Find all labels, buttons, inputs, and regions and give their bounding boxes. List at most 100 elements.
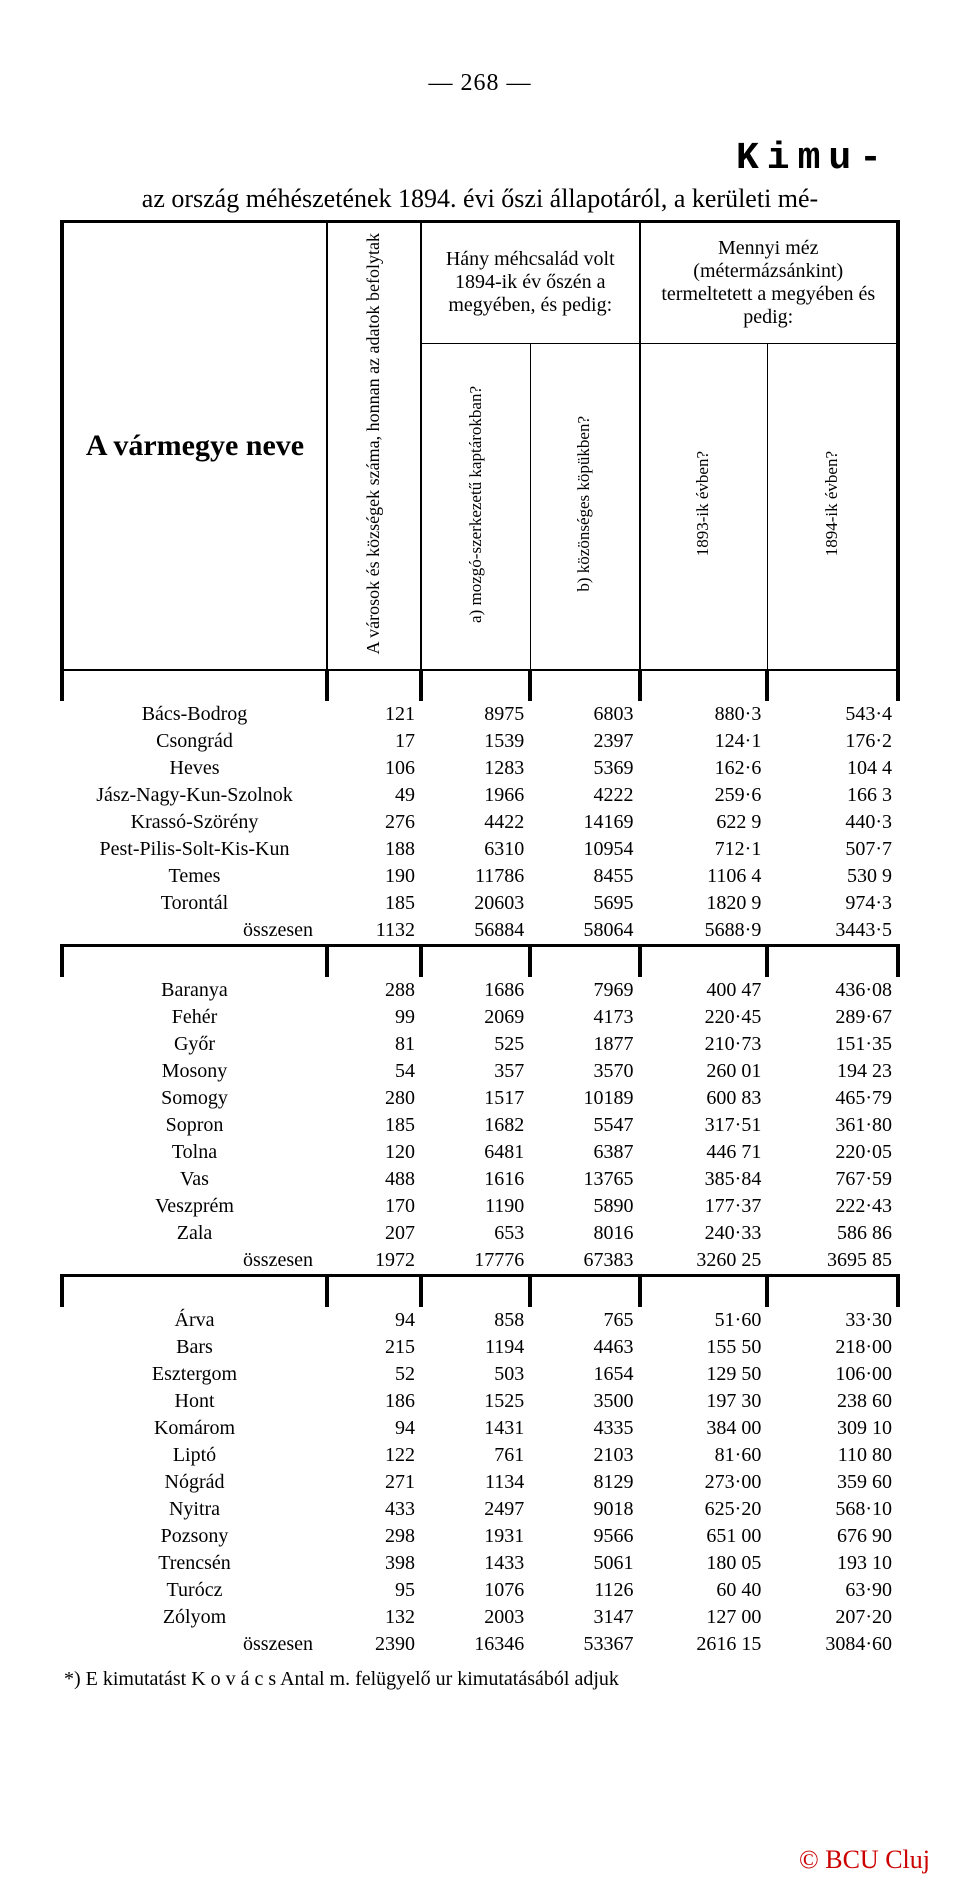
settlement-count: 52 xyxy=(327,1361,421,1388)
header-hives-group: Hány méhcsalád volt 1894-ik év őszén a m… xyxy=(421,222,640,344)
hives-movable: 1283 xyxy=(421,755,530,782)
hives-movable: 1433 xyxy=(421,1550,530,1577)
hives-common: 4335 xyxy=(530,1415,639,1442)
total-label: összesen xyxy=(62,1247,327,1276)
header-honey-group: Mennyi méz (métermázsánkint) termeltetet… xyxy=(640,222,899,344)
settlement-count: 94 xyxy=(327,1415,421,1442)
header-county: A vármegye neve xyxy=(62,222,327,671)
settlement-count: 120 xyxy=(327,1139,421,1166)
hives-common: 5695 xyxy=(530,890,639,917)
hives-movable: 1525 xyxy=(421,1388,530,1415)
subtitle: az ország méhészetének 1894. évi őszi ál… xyxy=(60,184,900,214)
honey-1894: 309 10 xyxy=(767,1415,898,1442)
honey-1893: 880·3 xyxy=(640,701,768,728)
honey-1894: 33·30 xyxy=(767,1307,898,1334)
total-hives-common: 53367 xyxy=(530,1631,639,1658)
settlement-count: 185 xyxy=(327,1112,421,1139)
hives-movable: 1134 xyxy=(421,1469,530,1496)
honey-1894: 507·7 xyxy=(767,836,898,863)
page: — 268 — Kimu- az ország méhészetének 189… xyxy=(0,0,960,1895)
hives-movable: 1966 xyxy=(421,782,530,809)
county-name: Hont xyxy=(62,1388,327,1415)
hives-common: 7969 xyxy=(530,977,639,1004)
honey-1894: 218·00 xyxy=(767,1334,898,1361)
total-honey-1893: 2616 15 xyxy=(640,1631,768,1658)
honey-1894: 289·67 xyxy=(767,1004,898,1031)
settlement-count: 207 xyxy=(327,1220,421,1247)
total-honey-1894: 3443·5 xyxy=(767,917,898,946)
county-name: Pozsony xyxy=(62,1523,327,1550)
hives-movable: 858 xyxy=(421,1307,530,1334)
hives-common: 4173 xyxy=(530,1004,639,1031)
honey-1894: 436·08 xyxy=(767,977,898,1004)
hives-movable: 357 xyxy=(421,1058,530,1085)
county-name: Baranya xyxy=(62,977,327,1004)
total-hives-movable: 16346 xyxy=(421,1631,530,1658)
hives-common: 6387 xyxy=(530,1139,639,1166)
honey-1893: 210·73 xyxy=(640,1031,768,1058)
honey-1894: 361·80 xyxy=(767,1112,898,1139)
settlement-count: 99 xyxy=(327,1004,421,1031)
settlement-count: 488 xyxy=(327,1166,421,1193)
county-name: Esztergom xyxy=(62,1361,327,1388)
county-name: Árva xyxy=(62,1307,327,1334)
hives-movable: 8975 xyxy=(421,701,530,728)
settlement-count: 186 xyxy=(327,1388,421,1415)
settlement-count: 106 xyxy=(327,755,421,782)
hives-common: 5890 xyxy=(530,1193,639,1220)
honey-1894: 106·00 xyxy=(767,1361,898,1388)
hives-common: 765 xyxy=(530,1307,639,1334)
hives-movable: 761 xyxy=(421,1442,530,1469)
honey-1894: 63·90 xyxy=(767,1577,898,1604)
honey-1893: 81·60 xyxy=(640,1442,768,1469)
settlement-count: 215 xyxy=(327,1334,421,1361)
hives-movable: 525 xyxy=(421,1031,530,1058)
county-name: Tolna xyxy=(62,1139,327,1166)
hives-common: 10189 xyxy=(530,1085,639,1112)
county-name: Krassó-Szörény xyxy=(62,809,327,836)
honey-1894: 166 3 xyxy=(767,782,898,809)
settlement-count: 433 xyxy=(327,1496,421,1523)
header-hives-b-label: b) közönséges köpükben? xyxy=(574,408,594,600)
honey-1894: 676 90 xyxy=(767,1523,898,1550)
total-honey-1893: 3260 25 xyxy=(640,1247,768,1276)
hives-movable: 2069 xyxy=(421,1004,530,1031)
county-name: Csongrád xyxy=(62,728,327,755)
hives-common: 4463 xyxy=(530,1334,639,1361)
county-name: Trencsén xyxy=(62,1550,327,1577)
table-header: A vármegye neve A városok és községek sz… xyxy=(62,222,898,671)
page-number: — 268 — xyxy=(60,70,900,97)
county-name: Komárom xyxy=(62,1415,327,1442)
honey-1894: 543·4 xyxy=(767,701,898,728)
honey-1894: 151·35 xyxy=(767,1031,898,1058)
settlement-count: 170 xyxy=(327,1193,421,1220)
hives-movable: 20603 xyxy=(421,890,530,917)
honey-1894: 176·2 xyxy=(767,728,898,755)
county-name: Pest-Pilis-Solt-Kis-Kun xyxy=(62,836,327,863)
honey-1894: 104 4 xyxy=(767,755,898,782)
settlement-count: 190 xyxy=(327,863,421,890)
footnote: *) E kimutatást K o v á c s Antal m. fel… xyxy=(60,1668,900,1691)
hives-movable: 503 xyxy=(421,1361,530,1388)
header-settlements-label: A városok és községek száma, honnan az a… xyxy=(363,225,385,662)
header-honey-1893-label: 1893-ik évben? xyxy=(693,443,713,564)
settlement-count: 17 xyxy=(327,728,421,755)
county-name: Veszprém xyxy=(62,1193,327,1220)
hives-common: 8016 xyxy=(530,1220,639,1247)
total-honey-1893: 5688·9 xyxy=(640,917,768,946)
hives-common: 10954 xyxy=(530,836,639,863)
settlement-count: 271 xyxy=(327,1469,421,1496)
settlement-count: 54 xyxy=(327,1058,421,1085)
honey-1894: 359 60 xyxy=(767,1469,898,1496)
hives-common: 2103 xyxy=(530,1442,639,1469)
total-hives-common: 58064 xyxy=(530,917,639,946)
honey-1893: 600 83 xyxy=(640,1085,768,1112)
hives-common: 5061 xyxy=(530,1550,639,1577)
county-name: Liptó xyxy=(62,1442,327,1469)
table-body: Bács-Bodrog12189756803880·3543·4Csongrád… xyxy=(62,670,898,1658)
honey-1894: 193 10 xyxy=(767,1550,898,1577)
hives-common: 5547 xyxy=(530,1112,639,1139)
total-hives-movable: 56884 xyxy=(421,917,530,946)
honey-1893: 162·6 xyxy=(640,755,768,782)
settlement-count: 121 xyxy=(327,701,421,728)
